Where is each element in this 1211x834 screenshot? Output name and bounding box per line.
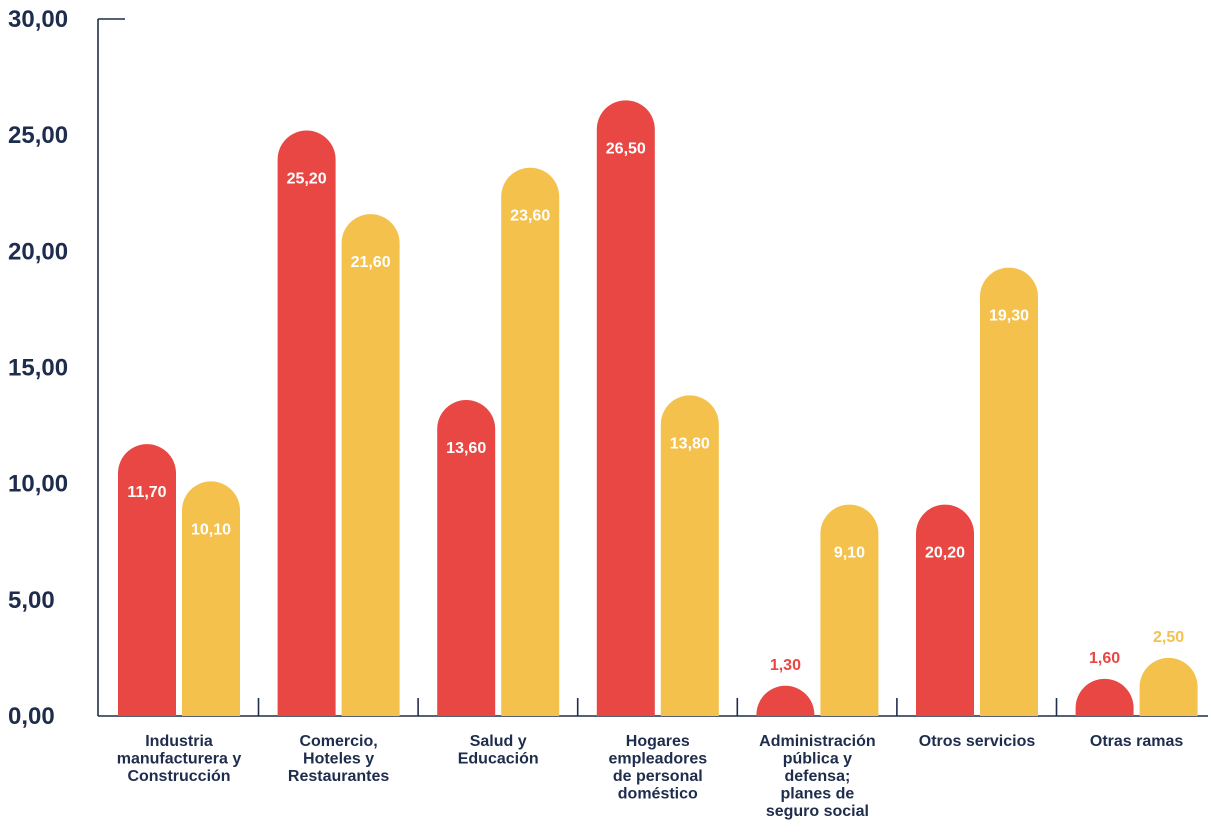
category-label-line: defensa; (785, 768, 851, 785)
y-tick-label: 15,00 (8, 355, 68, 382)
category-label: Hogares empleadores de personal doméstico (608, 733, 707, 803)
bar-value-label: 13,80 (670, 435, 710, 452)
category-label-line: manufacturera y (117, 751, 242, 768)
bar-value-label: 1,30 (770, 657, 801, 674)
bar-value-label: 1,60 (1089, 650, 1120, 667)
bar-yellow (660, 395, 719, 716)
bar-yellow (501, 167, 560, 716)
category-label: Administración pública y defensa; planes de… (759, 733, 875, 820)
category-label-line: Otras ramas (1090, 733, 1183, 750)
bar-value-label: 19,30 (989, 308, 1029, 325)
y-tick-label: 0,00 (8, 703, 55, 730)
bar-value-label: 2,50 (1153, 629, 1184, 646)
bar-yellow (980, 267, 1038, 716)
category-label-line: Construcción (127, 768, 230, 785)
category-label-line: Hogares (626, 733, 690, 750)
bar-red (596, 100, 655, 717)
bar-yellow (341, 214, 400, 716)
category-label: Otras ramas (1090, 733, 1183, 750)
category-label-line: de personal (613, 768, 703, 785)
bar-value-label: 11,70 (127, 484, 166, 501)
category-label: Comercio, Hoteles y Restaurantes (288, 733, 389, 785)
bar-value-label: 10,10 (191, 521, 231, 538)
category-label: Industria manufacturera y Construcción (117, 733, 242, 785)
bar-value-label: 9,10 (834, 545, 865, 562)
category-label-line: empleadores (608, 751, 707, 768)
y-tick-label: 30,00 (8, 6, 68, 33)
category-label-line: Industria (145, 733, 213, 750)
bar-yellow (182, 481, 240, 716)
category-label-line: seguro social (766, 803, 869, 820)
category-label: Otros servicios (919, 733, 1036, 750)
bar-red (756, 685, 815, 716)
bar-yellow (820, 504, 879, 716)
category-label-line: Otros servicios (919, 733, 1036, 750)
bar-red (1075, 678, 1134, 716)
category-label-line: Hoteles y (303, 751, 374, 768)
bar-value-label: 20,20 (925, 545, 965, 562)
bar-red (437, 400, 496, 716)
bar-red (277, 130, 336, 716)
category-label: Salud y Educación (458, 733, 539, 768)
y-tick-label: 10,00 (8, 471, 68, 498)
bar-red (118, 444, 176, 716)
category-label-line: Administración (759, 733, 875, 750)
bar-yellow (1139, 657, 1198, 716)
category-label-line: Restaurantes (288, 768, 389, 785)
bar-value-label: 13,60 (446, 440, 486, 457)
category-label-line: Comercio, (299, 733, 377, 750)
category-label-line: doméstico (618, 786, 698, 803)
bar-value-label: 23,60 (510, 208, 550, 225)
bar-value-label: 21,60 (351, 254, 391, 271)
bar-red (916, 504, 974, 716)
category-label-line: pública y (783, 751, 852, 768)
bar-value-label: 25,20 (287, 171, 327, 188)
y-tick-label: 25,00 (8, 122, 68, 149)
bar-value-label: 26,50 (606, 140, 646, 157)
category-label-line: planes de (780, 786, 854, 803)
category-label-line: Educación (458, 751, 539, 768)
y-tick-label: 20,00 (8, 238, 68, 265)
y-tick-label: 5,00 (8, 587, 55, 614)
category-label-line: Salud y (470, 733, 527, 750)
